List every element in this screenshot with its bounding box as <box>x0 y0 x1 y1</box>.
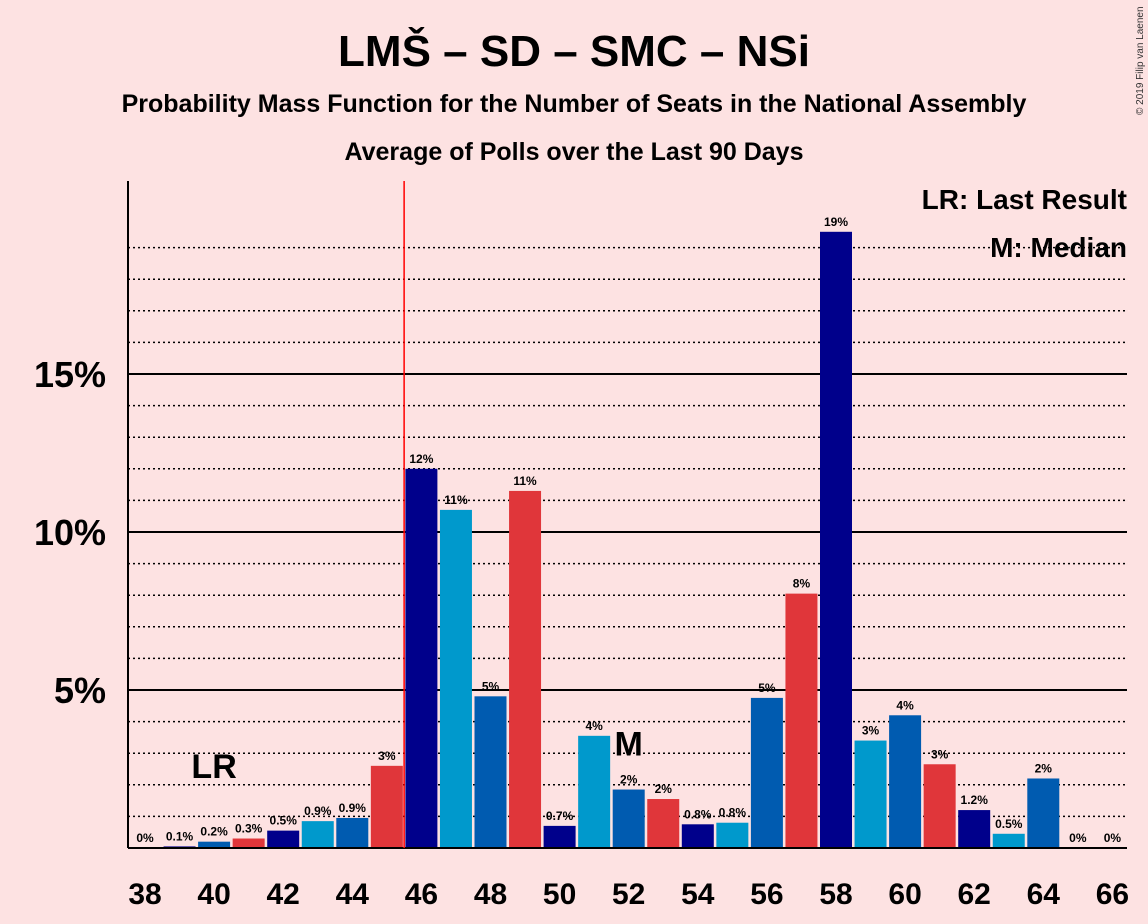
bar-label-seat-66: 0% <box>1104 831 1122 845</box>
x-tick-label: 40 <box>197 878 230 911</box>
bar-label-seat-42: 0.5% <box>270 814 298 828</box>
bar-seat-47 <box>439 509 472 848</box>
bar-label-seat-62: 1.2% <box>961 793 989 807</box>
bar-label-seat-49: 11% <box>513 474 537 488</box>
bar-label-seat-44: 0.9% <box>339 801 367 815</box>
median-marker: M <box>615 726 643 764</box>
legend-median: M: Median <box>990 232 1127 263</box>
bar-seat-61 <box>923 764 956 848</box>
bar-label-seat-46: 12% <box>409 452 433 466</box>
chart-subtitle: Probability Mass Function for the Number… <box>122 90 1027 118</box>
chart-title: LMŠ – SD – SMC – NSi <box>338 25 810 76</box>
bar-label-seat-57: 8% <box>793 577 811 591</box>
bar-label-seat-61: 3% <box>931 747 949 761</box>
bar-seat-40 <box>198 841 231 848</box>
bar-label-seat-40: 0.2% <box>200 825 228 839</box>
bar-label-seat-53: 2% <box>655 782 673 796</box>
chart-subtitle-polls: Average of Polls over the Last 90 Days <box>345 138 804 166</box>
x-tick-label: 54 <box>681 878 715 911</box>
bar-label-seat-41: 0.3% <box>235 822 263 836</box>
bars <box>163 231 1060 849</box>
bar-seat-54 <box>681 824 714 848</box>
bar-seat-53 <box>647 799 680 848</box>
last-result-marker: LR <box>191 748 236 786</box>
copyright-notice: © 2019 Filip van Laenen <box>1135 6 1146 115</box>
markers: LR M <box>191 726 642 786</box>
axes <box>127 181 1127 849</box>
bar-seat-63 <box>992 833 1025 848</box>
bar-label-seat-39: 0.1% <box>166 829 194 843</box>
bar-seat-59 <box>854 740 887 848</box>
bar-seat-46 <box>405 468 438 848</box>
x-tick-label: 42 <box>267 878 300 911</box>
bar-seat-62 <box>958 810 991 848</box>
x-tick-label: 50 <box>543 878 576 911</box>
bar-label-seat-64: 2% <box>1035 761 1053 775</box>
bar-label-seat-60: 4% <box>896 698 914 712</box>
y-tick-label: 5% <box>54 670 106 711</box>
bar-seat-43 <box>301 821 334 848</box>
bar-seat-41 <box>232 838 265 848</box>
bar-label-seat-56: 5% <box>758 681 776 695</box>
x-tick-label: 48 <box>474 878 507 911</box>
bar-label-seat-50: 0.7% <box>546 809 574 823</box>
bar-labels: 0% 0.1% 0.2% 0.3% 0.5% 0.9% 0.9% 3% 12% 11% 5% 11% 0… <box>136 215 1121 845</box>
x-tick-label: 66 <box>1096 878 1129 911</box>
x-tick-label: 56 <box>750 878 783 911</box>
bar-seat-48 <box>474 696 507 848</box>
bar-seat-57 <box>785 593 818 848</box>
bar-label-seat-43: 0.9% <box>304 804 332 818</box>
bar-label-seat-54: 0.8% <box>684 807 712 821</box>
bar-seat-49 <box>509 490 542 848</box>
bar-seat-45 <box>370 765 403 848</box>
bar-label-seat-45: 3% <box>378 749 396 763</box>
x-tick-label: 44 <box>336 878 370 911</box>
x-tick-label: 64 <box>1027 878 1061 911</box>
bar-seat-55 <box>716 822 749 848</box>
x-tick-label: 60 <box>888 878 921 911</box>
y-tick-label: 15% <box>34 354 106 395</box>
bar-label-seat-59: 3% <box>862 724 880 738</box>
bar-seat-52 <box>612 789 645 848</box>
bar-label-seat-38: 0% <box>136 831 154 845</box>
bar-seat-42 <box>267 830 300 848</box>
x-tick-labels: 38 40 42 44 46 48 50 52 54 56 58 60 62 64 66 <box>128 878 1129 911</box>
bar-label-seat-52: 2% <box>620 773 638 787</box>
bar-seat-44 <box>336 817 369 848</box>
bar-label-seat-55: 0.8% <box>719 806 747 820</box>
bar-label-seat-47: 11% <box>444 493 468 507</box>
bar-label-seat-51: 4% <box>585 719 603 733</box>
bar-seat-51 <box>578 735 611 848</box>
bar-label-seat-48: 5% <box>482 679 500 693</box>
bar-seat-56 <box>750 697 783 848</box>
bar-label-seat-58: 19% <box>824 215 848 229</box>
bar-seat-58 <box>820 231 852 849</box>
x-tick-label: 58 <box>819 878 852 911</box>
x-tick-label: 52 <box>612 878 645 911</box>
legend-last-result: LR: Last Result <box>922 184 1127 215</box>
y-tick-labels: 5% 10% 15% <box>34 354 106 711</box>
bar-seat-64 <box>1027 778 1060 848</box>
gridlines <box>128 246 1127 818</box>
x-tick-label: 38 <box>128 878 161 911</box>
bar-seat-50 <box>543 825 576 848</box>
x-tick-label: 46 <box>405 878 438 911</box>
bar-seat-60 <box>889 715 922 848</box>
y-tick-label: 10% <box>34 512 106 553</box>
bar-label-seat-65: 0% <box>1069 831 1087 845</box>
x-tick-label: 62 <box>958 878 991 911</box>
bar-label-seat-63: 0.5% <box>995 817 1023 831</box>
